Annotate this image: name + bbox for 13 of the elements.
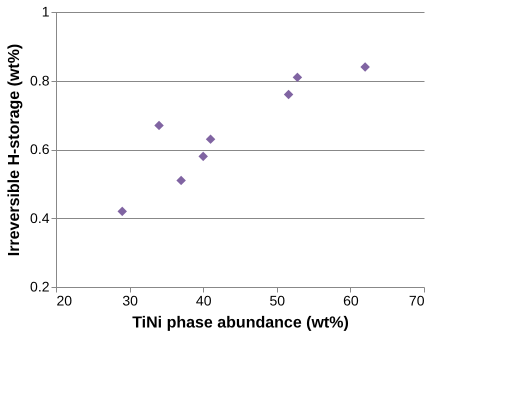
y-tick-label: 0.8 [30,72,50,88]
x-axis-title: TiNi phase abundance (wt%) [132,314,349,332]
x-tick-label: 20 [56,292,72,308]
x-tick-label: 70 [408,292,425,308]
y-tick-label: 0.6 [30,141,50,157]
y-tick-label: 0.4 [30,210,50,226]
y-tick-label: 0.2 [30,278,50,294]
x-tick-label: 30 [122,292,138,308]
x-tick-label: 40 [196,292,212,308]
x-tick-label: 50 [270,292,286,308]
y-axis-title: Irreversible H-storage (wt%) [6,44,24,256]
x-tick-label: 60 [343,292,359,308]
y-tick-label: 1 [42,4,50,20]
